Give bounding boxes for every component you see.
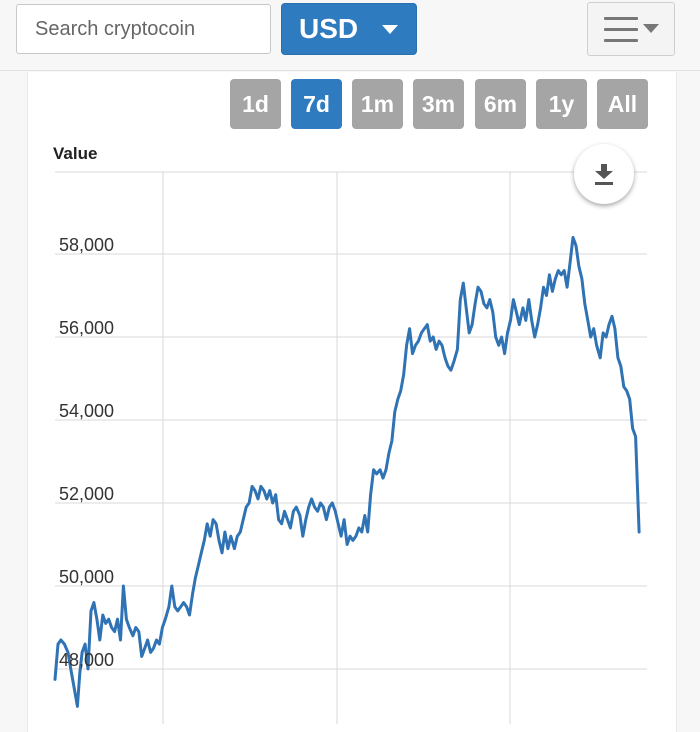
y-tick-label-4: 54,000 bbox=[59, 401, 114, 421]
range-button-1d[interactable]: 1d bbox=[230, 79, 281, 129]
y-tick-label-3: 52,000 bbox=[59, 484, 114, 504]
range-button-1m[interactable]: 1m bbox=[352, 79, 403, 129]
range-button-all[interactable]: All bbox=[597, 79, 648, 129]
currency-selected-label: USD bbox=[299, 13, 359, 44]
hamburger-menu-icon bbox=[604, 17, 638, 50]
download-button[interactable] bbox=[574, 144, 634, 204]
chart-card bbox=[27, 72, 677, 732]
range-button-6m[interactable]: 6m bbox=[475, 79, 526, 129]
chevron-down-icon bbox=[382, 25, 398, 34]
currency-select[interactable]: USD bbox=[281, 3, 417, 55]
series-line bbox=[53, 235, 641, 708]
y-tick-label-2: 50,000 bbox=[59, 567, 114, 587]
range-button-1y[interactable]: 1y bbox=[536, 79, 587, 129]
search-input[interactable] bbox=[16, 4, 271, 54]
range-button-7d[interactable]: 7d bbox=[291, 79, 342, 129]
y-tick-label-5: 56,000 bbox=[59, 318, 114, 338]
menu-button[interactable] bbox=[587, 2, 675, 56]
y-tick-label-6: 58,000 bbox=[59, 235, 114, 255]
range-button-3m[interactable]: 3m bbox=[413, 79, 464, 129]
y-tick-label-1: 48,000 bbox=[59, 650, 114, 670]
top-bar: USD bbox=[0, 0, 700, 71]
y-axis-label: Value bbox=[53, 144, 97, 163]
menu-caret-icon bbox=[643, 24, 659, 33]
